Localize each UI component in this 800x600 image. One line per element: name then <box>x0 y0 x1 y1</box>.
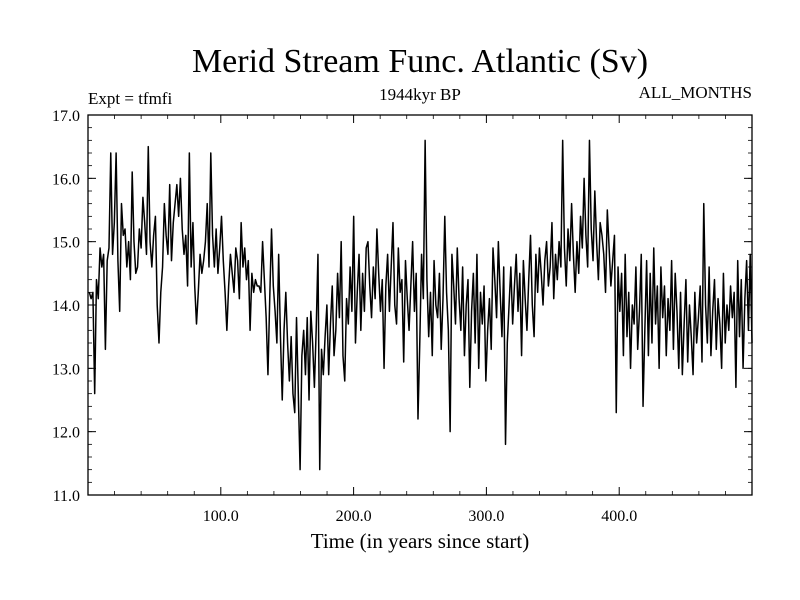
months-label: ALL_MONTHS <box>639 83 752 102</box>
y-tick-label: 11.0 <box>53 488 80 505</box>
experiment-label: Expt = tfmfi <box>88 89 172 108</box>
y-tick-label: 16.0 <box>52 171 80 188</box>
series-line <box>88 139 753 471</box>
y-tick-label: 14.0 <box>52 298 80 315</box>
y-tick-label: 15.0 <box>52 235 80 252</box>
plot-layer <box>88 139 753 471</box>
x-axis-label: Time (in years since start) <box>311 529 530 553</box>
chart-title: Merid Stream Func. Atlantic (Sv) <box>192 43 648 80</box>
x-tick-label: 300.0 <box>468 508 504 525</box>
y-tick-label: 12.0 <box>52 425 80 442</box>
chart-subtitle: 1944kyr BP <box>379 85 461 104</box>
x-tick-label: 400.0 <box>601 508 637 525</box>
y-tick-label: 17.0 <box>52 108 80 125</box>
x-tick-label: 200.0 <box>336 508 372 525</box>
y-tick-label: 13.0 <box>52 361 80 378</box>
x-tick-label: 100.0 <box>203 508 239 525</box>
plot-frame <box>87 114 753 496</box>
